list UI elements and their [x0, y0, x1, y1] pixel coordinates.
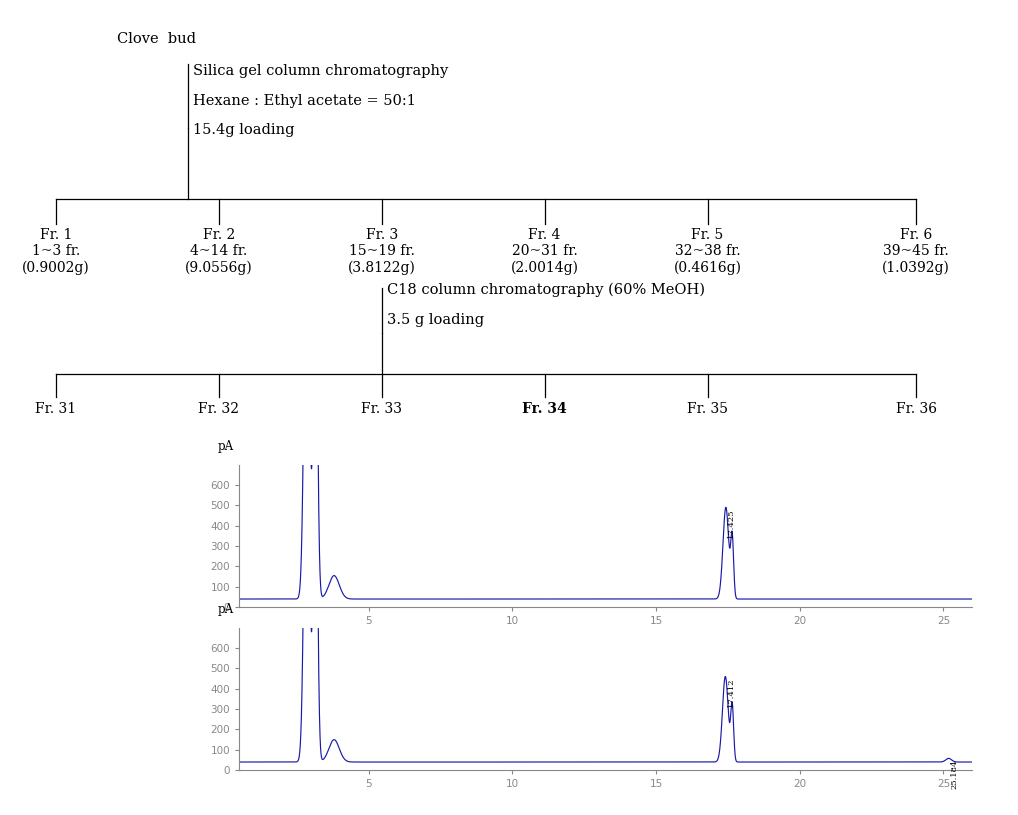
Text: C18 column chromatography (60% MeOH): C18 column chromatography (60% MeOH) — [387, 283, 704, 297]
Text: Fr. 32: Fr. 32 — [199, 402, 239, 416]
Text: Fr. 1
1~3 fr.
(0.9002g): Fr. 1 1~3 fr. (0.9002g) — [22, 228, 90, 275]
Text: 25.184: 25.184 — [950, 760, 958, 789]
Text: Fr. 2
4~14 fr.
(9.0556g): Fr. 2 4~14 fr. (9.0556g) — [185, 228, 252, 275]
Text: Fr. 31: Fr. 31 — [36, 402, 76, 416]
Text: Fr. 5
32~38 fr.
(0.4616g): Fr. 5 32~38 fr. (0.4616g) — [674, 228, 741, 275]
Text: Silica gel column chromatography: Silica gel column chromatography — [193, 64, 449, 78]
Text: pA: pA — [217, 440, 233, 453]
Text: 3.5 g loading: 3.5 g loading — [387, 313, 484, 327]
Text: Fr. 34: Fr. 34 — [522, 402, 567, 416]
Text: Hexane : Ethyl acetate = 50:1: Hexane : Ethyl acetate = 50:1 — [193, 94, 416, 108]
Text: Fr. 6
39~45 fr.
(1.0392g): Fr. 6 39~45 fr. (1.0392g) — [883, 228, 950, 275]
Text: Clove  bud: Clove bud — [117, 32, 196, 46]
Text: Fr. 36: Fr. 36 — [896, 402, 937, 416]
Text: 17.412: 17.412 — [727, 677, 735, 707]
Text: 15.4g loading: 15.4g loading — [193, 123, 295, 137]
Text: Fr. 35: Fr. 35 — [687, 402, 728, 416]
Text: pA: pA — [217, 603, 233, 616]
Text: Fr. 3
15~19 fr.
(3.8122g): Fr. 3 15~19 fr. (3.8122g) — [348, 228, 415, 275]
Text: Fr. 33: Fr. 33 — [361, 402, 402, 416]
Text: 17.425: 17.425 — [727, 509, 735, 538]
Text: Fr. 4
20~31 fr.
(2.0014g): Fr. 4 20~31 fr. (2.0014g) — [511, 228, 578, 275]
